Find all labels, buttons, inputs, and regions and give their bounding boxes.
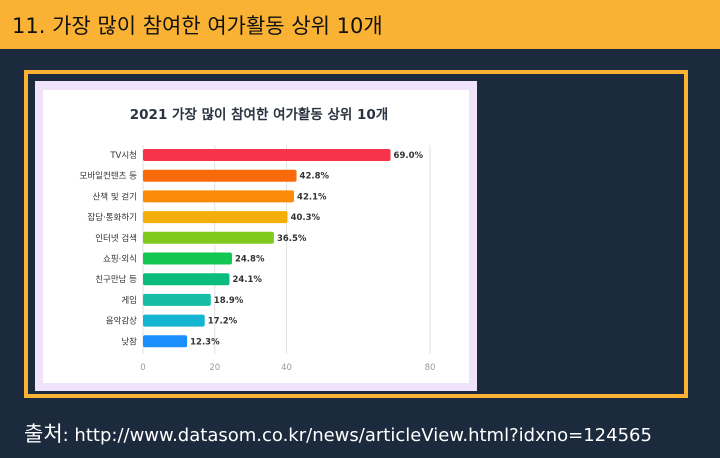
x-tick-label: 20	[209, 363, 220, 373]
x-axis-ticks: 0 20 40 80	[140, 363, 435, 373]
source-url: : http://www.datasom.co.kr/news/articleV…	[62, 425, 652, 446]
chart-title: 2021 가장 많이 참여한 여가활동 상위 10개	[130, 106, 388, 123]
category-label: 낮잠	[121, 336, 137, 347]
bars-layer: TV시청 69.0% 모바일컨텐츠 등 42.8% 산책 및 걷기 42.1% 잡담·통화하…	[80, 149, 424, 348]
category-label: 모바일컨텐츠 등	[80, 171, 138, 182]
data-label: 24.8%	[235, 255, 265, 265]
category-label: 친구만남 등	[95, 274, 137, 285]
x-tick-label: 40	[281, 363, 292, 373]
bar	[143, 335, 188, 348]
data-label: 36.5%	[277, 234, 307, 244]
bar	[143, 314, 205, 327]
category-label: TV시청	[109, 151, 137, 161]
data-label: 24.1%	[232, 275, 262, 285]
category-label: 인터넷 검색	[95, 233, 137, 244]
chart-frame	[24, 70, 688, 398]
category-label: 게임	[121, 295, 137, 306]
data-label: 42.1%	[297, 192, 327, 202]
category-label: 쇼핑·외식	[103, 254, 137, 265]
bar	[143, 149, 391, 161]
category-label: 잡담·통화하기	[87, 212, 137, 223]
source-prefix: 출처	[24, 422, 63, 446]
bar-chart: 2021 가장 많이 참여한 여가활동 상위 10개 TV시청 69.0% 모바일컨…	[80, 106, 436, 373]
bar	[143, 252, 232, 265]
slide-title: 11. 가장 많이 참여한 여가활동 상위 10개	[12, 13, 383, 38]
bar	[143, 190, 295, 203]
data-label: 18.9%	[214, 296, 244, 306]
chart-plot-area: 2021 가장 많이 참여한 여가활동 상위 10개 TV시청 69.0% 모바일컨…	[43, 90, 469, 383]
header-bar: 11. 가장 많이 참여한 여가활동 상위 10개	[0, 0, 720, 49]
bar	[143, 211, 288, 224]
category-label: 음악감상	[106, 316, 137, 327]
bar	[143, 273, 230, 286]
bar	[143, 231, 274, 244]
data-label: 12.3%	[190, 337, 220, 347]
data-label: 69.0%	[394, 151, 424, 161]
bar	[143, 169, 297, 182]
source-line: 출처: http://www.datasom.co.kr/news/articl…	[24, 418, 652, 448]
data-label: 40.3%	[291, 213, 321, 223]
bar	[143, 293, 211, 306]
x-tick-label: 0	[140, 363, 145, 373]
data-label: 17.2%	[208, 317, 238, 327]
category-label: 산책 및 걷기	[92, 191, 137, 202]
data-label: 42.8%	[300, 172, 330, 182]
x-tick-label: 80	[425, 363, 436, 373]
